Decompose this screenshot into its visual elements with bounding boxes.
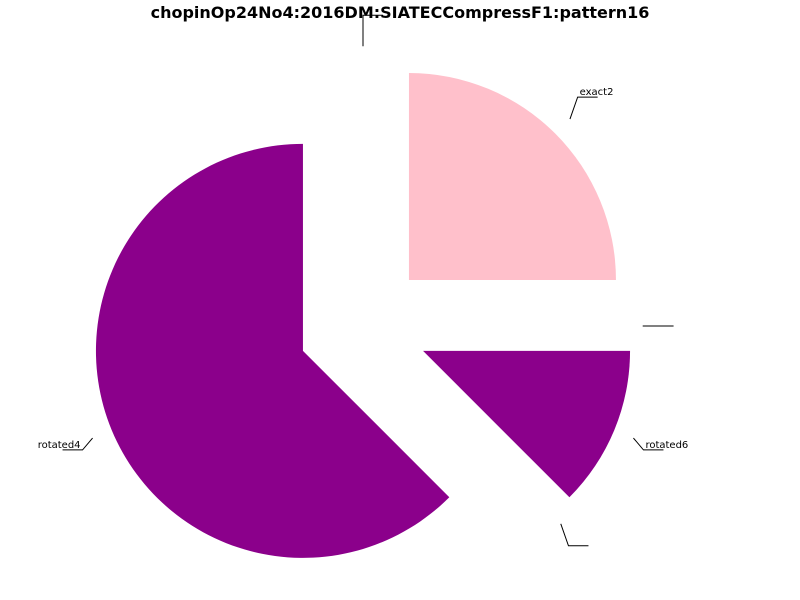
slice-label-exact2: exact2 <box>580 87 614 98</box>
pie-slice-rotated6 <box>423 350 631 498</box>
pie-slices <box>95 73 631 558</box>
pie-slice-rotated4 <box>95 143 450 558</box>
leader-line-0 <box>362 14 383 47</box>
chart-title: chopinOp24No4:2016DM:SIATECCompressF1:pa… <box>151 3 650 22</box>
slice-label-rotated6: rotated6 <box>645 440 688 451</box>
leader-line-2 <box>560 523 589 547</box>
pie-slice-exact2 <box>408 73 616 281</box>
leader-line-rotated4 <box>62 437 93 451</box>
leader-line-exact2 <box>569 96 598 120</box>
pie-labels: rotated4 rotated6 exact2 <box>38 14 688 547</box>
leader-line-rotated6 <box>633 437 664 451</box>
slice-label-rotated4: rotated4 <box>38 440 81 451</box>
